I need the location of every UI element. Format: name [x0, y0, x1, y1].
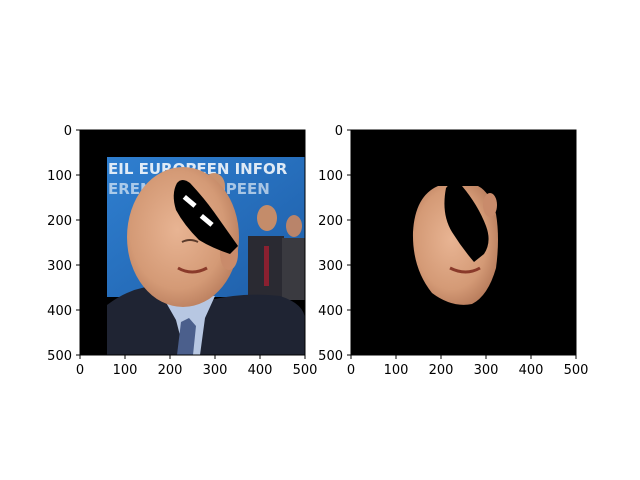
background-person-body	[282, 238, 305, 300]
left-y-tick-label: 200	[47, 214, 72, 229]
right-y-tick-label: 0	[335, 124, 343, 139]
left-y-tick-label: 300	[47, 259, 72, 274]
left-y-tick-label: 0	[64, 124, 72, 139]
right-y-tick-label: 500	[318, 349, 343, 364]
right-y-tick-label: 300	[318, 259, 343, 274]
segmented-ear	[483, 193, 497, 217]
right-x-tick-label: 400	[519, 363, 544, 378]
left-y-tick-label: 100	[47, 169, 72, 184]
right-x-tick-label: 300	[474, 363, 499, 378]
background-person-head	[286, 215, 302, 237]
right-y-tick-label: 100	[318, 169, 343, 184]
right-x-tick-label: 200	[429, 363, 454, 378]
right-y-tick-label: 400	[318, 304, 343, 319]
left-x-tick-label: 300	[203, 363, 228, 378]
left-x-tick-label: 0	[76, 363, 84, 378]
right-y-tick-label: 200	[318, 214, 343, 229]
right-x-tick-label: 500	[564, 363, 589, 378]
left-x-tick-label: 100	[113, 363, 138, 378]
background-person-head	[257, 205, 277, 231]
right-x-tick-label: 0	[347, 363, 355, 378]
right-x-tick-label: 100	[384, 363, 409, 378]
left-x-tick-label: 500	[293, 363, 318, 378]
left-x-tick-label: 200	[158, 363, 183, 378]
left-x-tick-label: 400	[248, 363, 273, 378]
background-person-tie	[264, 246, 269, 286]
left-y-tick-label: 400	[47, 304, 72, 319]
left-image-panel: EIL EUROPEEN INFOR ERENCE EUROPEEN	[80, 130, 305, 355]
left-y-tick-label: 500	[47, 349, 72, 364]
right-image-panel	[351, 130, 576, 355]
